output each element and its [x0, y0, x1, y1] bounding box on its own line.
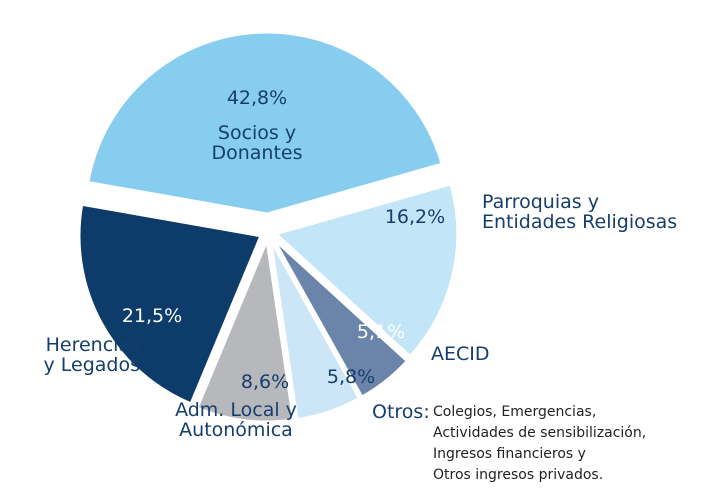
annotation: Colegios, Emergencias, Actividades de se… [433, 404, 647, 483]
category-label: Adm. Local y Autonómica [175, 399, 297, 441]
pie-slice [195, 234, 296, 424]
value-label: 16,2% [384, 206, 446, 228]
category-label: Otros: [372, 401, 430, 423]
value-label: 42,8% [226, 87, 288, 109]
pie-slice [272, 182, 460, 359]
category-label: Herencias y Legados [43, 334, 140, 376]
value-label: 8,6% [240, 371, 290, 393]
category-label: Socios y Donantes [211, 122, 303, 164]
pie-slice [269, 238, 362, 422]
value-label: 5,1% [356, 321, 406, 343]
value-label: 5,8% [326, 366, 376, 388]
value-label: 21,5% [121, 305, 183, 327]
pie-slice [271, 237, 410, 400]
pie-slice [77, 202, 264, 406]
pie-slice [86, 30, 444, 216]
category-label: Parroquias y Entidades Religiosas [482, 191, 678, 233]
category-label: AECID [431, 343, 490, 365]
